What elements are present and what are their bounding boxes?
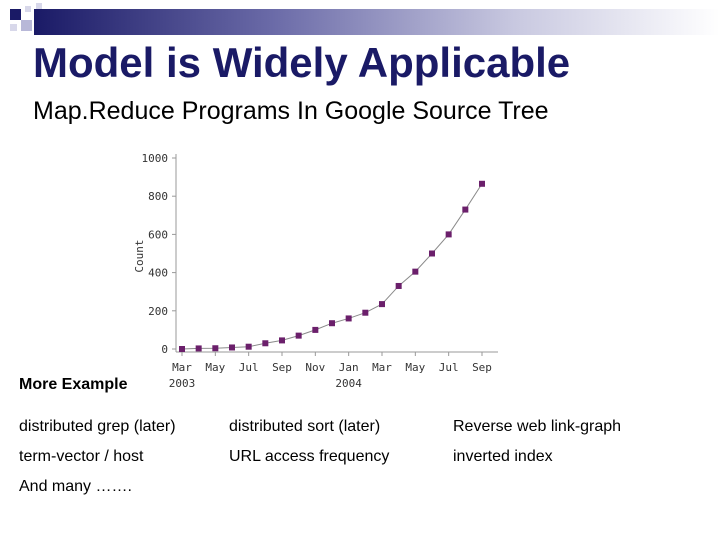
title-accent-bar bbox=[34, 9, 720, 35]
y-tick-label: 1000 bbox=[142, 152, 169, 165]
y-axis-title: Count bbox=[133, 239, 146, 272]
decorative-square bbox=[36, 3, 42, 9]
chart-series bbox=[179, 180, 485, 352]
x-tick-year-label: 2003 bbox=[169, 377, 196, 390]
x-tick-label: Jan bbox=[339, 361, 359, 374]
y-tick-label: 800 bbox=[148, 190, 168, 203]
data-point bbox=[429, 250, 435, 257]
data-point bbox=[312, 326, 319, 333]
x-tick-label: Jul bbox=[239, 361, 259, 374]
data-point bbox=[395, 282, 402, 289]
data-point bbox=[229, 344, 235, 351]
x-tick-label: Mar bbox=[172, 361, 192, 374]
x-tick-label: Sep bbox=[472, 361, 492, 374]
data-point bbox=[345, 315, 352, 322]
x-tick-label: Sep bbox=[272, 361, 292, 374]
x-tick-label: Jul bbox=[439, 361, 459, 374]
slide-title: Model is Widely Applicable bbox=[33, 39, 571, 86]
example-item: inverted index bbox=[453, 448, 553, 465]
example-item: Reverse web link-graph bbox=[453, 418, 622, 435]
data-point bbox=[462, 206, 469, 213]
example-item: And many ……. bbox=[19, 478, 132, 495]
data-point bbox=[212, 345, 219, 352]
chart-axes bbox=[175, 154, 498, 353]
data-point bbox=[445, 231, 452, 238]
example-item: URL access frequency bbox=[229, 448, 390, 465]
decorative-square bbox=[10, 9, 21, 20]
example-item: distributed sort (later) bbox=[229, 418, 381, 435]
data-point bbox=[262, 340, 269, 347]
decorative-square bbox=[21, 20, 32, 31]
y-tick-label: 0 bbox=[161, 343, 168, 356]
data-point bbox=[379, 301, 385, 308]
data-point bbox=[329, 320, 335, 327]
data-point bbox=[295, 332, 302, 339]
data-point bbox=[279, 337, 285, 344]
chart-ticks: 0 200 400 600 800 1000 Count Mar May Jul Sep Nov Jan… bbox=[133, 152, 492, 390]
data-point bbox=[479, 180, 485, 187]
x-tick-label: Mar bbox=[372, 361, 392, 374]
y-tick-label: 400 bbox=[148, 267, 168, 280]
x-tick-label: May bbox=[205, 361, 225, 374]
data-point bbox=[412, 268, 419, 275]
x-tick-label: Nov bbox=[305, 361, 325, 374]
decorative-square bbox=[25, 6, 31, 12]
x-tick-label: May bbox=[405, 361, 425, 374]
data-point bbox=[362, 309, 369, 316]
decorative-square bbox=[10, 24, 17, 31]
example-item: distributed grep (later) bbox=[19, 418, 176, 435]
slide-subtitle: Map.Reduce Programs In Google Source Tre… bbox=[33, 97, 549, 125]
more-examples-heading: More Example bbox=[19, 376, 128, 393]
x-tick-year-label: 2004 bbox=[335, 377, 362, 390]
example-item: term-vector / host bbox=[19, 448, 144, 465]
y-tick-label: 600 bbox=[148, 228, 168, 241]
data-point bbox=[195, 345, 202, 352]
data-point bbox=[179, 346, 185, 352]
y-tick-label: 200 bbox=[148, 305, 168, 318]
data-point bbox=[245, 343, 252, 350]
